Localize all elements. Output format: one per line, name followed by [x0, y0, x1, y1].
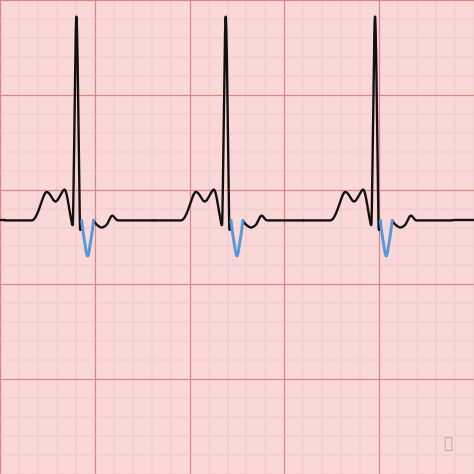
- Text: 🐂: 🐂: [443, 436, 453, 451]
